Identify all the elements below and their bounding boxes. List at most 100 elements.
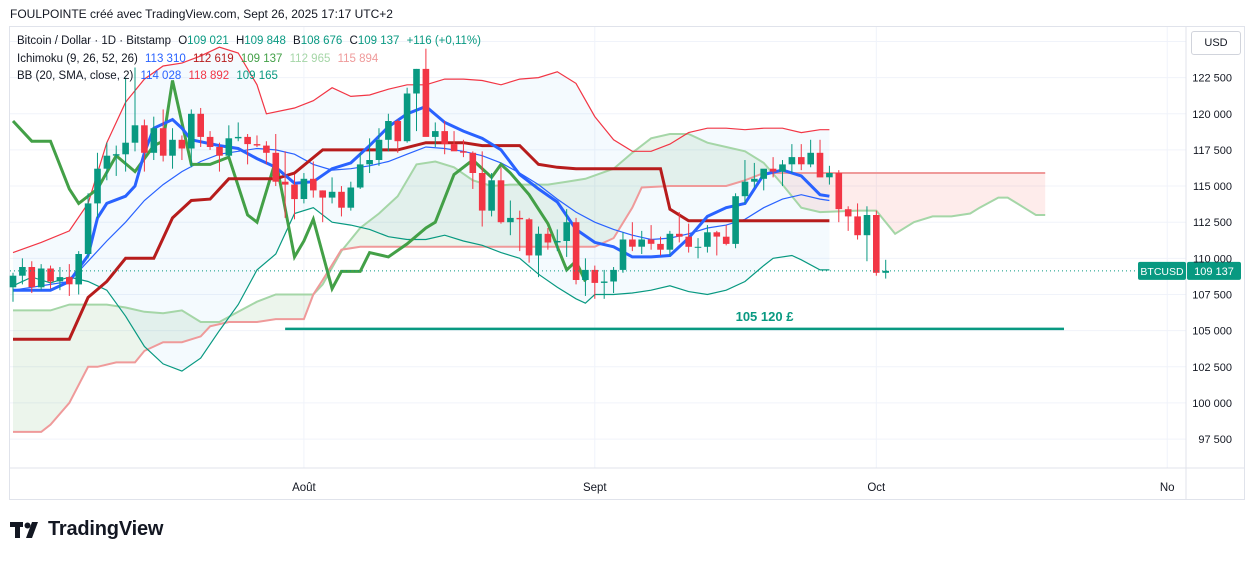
x-tick-label: Sept	[583, 482, 607, 494]
candle-body	[253, 144, 261, 146]
candle-body	[722, 236, 730, 244]
bb-background	[13, 47, 830, 372]
candle-body	[112, 154, 120, 156]
candle-body	[206, 136, 214, 147]
candle-body	[178, 139, 186, 149]
candle-body	[844, 209, 852, 217]
candle-body	[835, 173, 843, 210]
legend-open: 109 021	[187, 35, 229, 47]
candle-body	[37, 268, 45, 288]
candle-body	[19, 267, 26, 276]
time-axis: Août Sept Oct No	[292, 482, 1174, 494]
legend-ichimoku-tenkan: 113 310	[145, 53, 186, 65]
candle-body	[488, 180, 495, 211]
candle-body	[460, 151, 467, 153]
currency-button[interactable]: USD	[1191, 31, 1241, 55]
candle-body	[741, 181, 749, 197]
legend-bb-title: BB (20, SMA, close, 2)	[17, 70, 134, 82]
candle-body	[216, 147, 223, 156]
candle-body	[413, 68, 420, 94]
legend-high-label: H	[235, 35, 245, 47]
span-b-line	[13, 172, 1046, 433]
candle-body	[779, 164, 786, 172]
bb-band-fill	[13, 47, 830, 372]
bb-basis-line	[12, 146, 830, 291]
candle-body	[751, 178, 758, 182]
legend-change: +116 (+0,11%)	[406, 35, 481, 47]
candle-body	[310, 178, 317, 191]
candle-body	[591, 269, 599, 283]
candle-body	[629, 239, 636, 247]
candles	[9, 48, 889, 302]
indicator-lines	[11, 46, 1046, 433]
bb-upper-line	[12, 46, 830, 254]
candle-body	[56, 277, 64, 282]
candle-body	[469, 152, 477, 173]
legend-ichimoku-chikou: 109 137	[240, 53, 283, 65]
candle-body	[150, 128, 158, 153]
candle-body	[403, 93, 411, 142]
legend-row-bb[interactable]: BB (20, SMA, close, 2) 114 028 118 892 1…	[17, 70, 282, 82]
candle-body	[450, 144, 458, 152]
candle-body	[507, 217, 514, 223]
y-tick-label: 110 000	[1193, 253, 1232, 265]
candle-body	[432, 131, 439, 137]
last-price-tag-bg	[1187, 261, 1241, 280]
candle-body	[281, 181, 289, 185]
y-tick-label: 120 000	[1192, 109, 1232, 121]
candle-body	[713, 232, 721, 237]
candle-body	[563, 222, 570, 241]
candle-body	[694, 246, 702, 248]
tradingview-logo-text: TradingView	[48, 518, 164, 540]
symbol-tag: BTCUSD	[1140, 266, 1184, 278]
legend-bb-basis: 114 028	[140, 70, 182, 82]
candle-body	[272, 152, 280, 182]
candle-body	[197, 113, 204, 137]
candle-body	[816, 152, 824, 178]
legend-open-label: O	[178, 35, 188, 47]
candle-body	[47, 268, 54, 282]
cloud-segment	[343, 134, 771, 250]
y-tick-label: 107 500	[1192, 290, 1232, 302]
candle-body	[300, 178, 308, 199]
candle-body	[807, 152, 814, 165]
legend-ichimoku-span-a: 112 965	[289, 53, 331, 65]
tradingview-logo[interactable]: TradingView	[10, 518, 163, 541]
candle-body	[244, 136, 251, 145]
legend-close: 109 137	[357, 35, 400, 47]
candle-body	[600, 281, 608, 283]
candle-body	[525, 219, 533, 256]
candle-body	[535, 233, 542, 256]
y-tick-label: 105 000	[1192, 326, 1232, 338]
candle-body	[788, 157, 796, 165]
candle-body	[422, 68, 430, 137]
candle-body	[75, 254, 82, 285]
legend-ichimoku-title: Ichimoku (9, 26, 52, 26)	[17, 53, 138, 65]
legend-bb-upper: 118 892	[188, 70, 230, 82]
candle-body	[328, 191, 336, 198]
y-tick-label: 100 000	[1192, 398, 1232, 410]
tradingview-logo-icon	[10, 521, 38, 538]
candle-body	[291, 184, 298, 200]
candle-body	[638, 239, 645, 247]
candle-body	[676, 233, 683, 237]
legend-row-symbol[interactable]: Bitcoin / Dollar · 1D · Bitstamp O109 02…	[17, 35, 485, 47]
candle-body	[347, 187, 355, 208]
candle-body	[582, 269, 589, 280]
x-tick-label: Oct	[867, 482, 886, 494]
legend-bb-lower: 109 165	[236, 70, 278, 82]
candle-body	[366, 160, 373, 165]
legend-row-ichimoku[interactable]: Ichimoku (9, 26, 52, 26) 113 310 112 619…	[17, 53, 382, 65]
candle-body	[225, 138, 233, 156]
kijun-line	[13, 141, 830, 341]
candle-body	[882, 270, 889, 273]
candle-body	[131, 125, 139, 143]
candle-body	[760, 168, 767, 179]
candle-body	[28, 267, 36, 288]
last-price-tag: 109 137	[1194, 266, 1234, 278]
y-tick-label: 97 500	[1198, 434, 1232, 446]
candle-body	[66, 277, 73, 285]
candle-body	[497, 180, 505, 223]
y-tick-label: 122 500	[1192, 73, 1232, 85]
